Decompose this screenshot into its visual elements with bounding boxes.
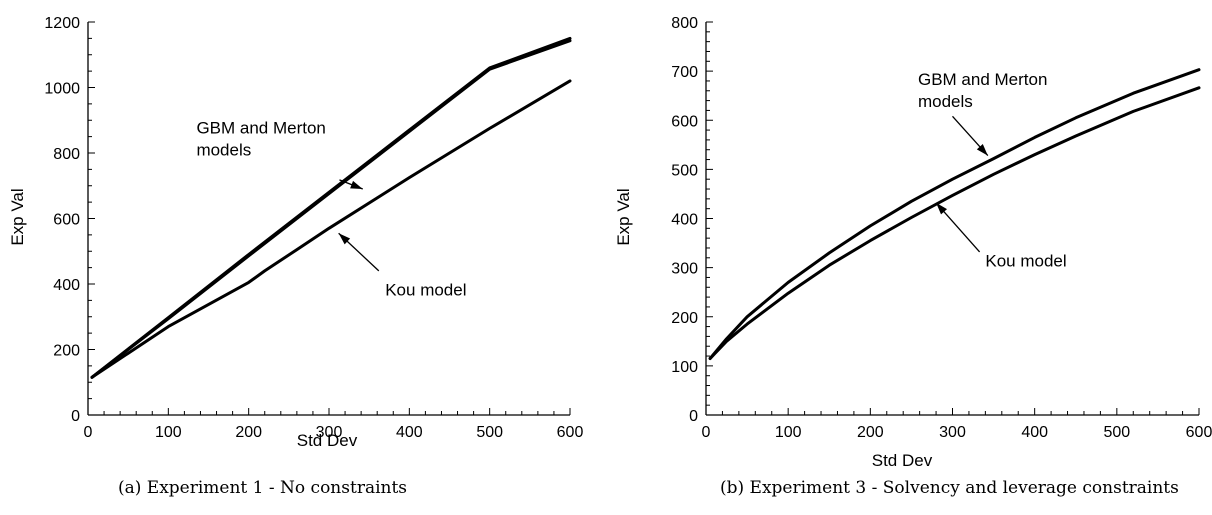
chart-b-x-tick-label: 200 [857,424,884,441]
chart-a-y-tick-label: 800 [53,146,80,163]
chart-a-xlabel: Std Dev [297,431,358,450]
chart-a-annotation-text: Kou model [385,280,466,299]
chart-a-y-tick-label: 400 [53,277,80,294]
chart-b-x-tick-label: 600 [1186,424,1212,441]
chart-b-annotation-text: GBM and Merton [918,70,1047,89]
chart-a-x-tick-label: 0 [84,424,93,441]
chart-b-x-tick-label: 0 [702,424,711,441]
chart-a-series-3-line [90,79,572,379]
chart-b-ylabel: Exp Val [614,188,633,245]
chart-b-x-tick-label: 100 [775,424,802,441]
chart-a-x-tick-label: 400 [396,424,423,441]
chart-b-annotation-arrowhead [936,202,948,215]
chart-b-y-tick-label: 800 [671,15,698,32]
chart-b-series-1-line [708,68,1201,360]
chart-a-x-tick-label: 300 [316,424,343,441]
chart-a-y-tick-label: 200 [53,343,80,360]
chart-b-marks: 0 100 200 300 400 500 600 0 100 200 300 400 500 600 70… [671,15,1212,441]
chart-a-series-1-line [90,36,572,379]
chart-a-series-2-line [90,39,572,379]
chart-b: 0 100 200 300 400 500 600 0 100 200 300 400 500 600 70… [614,15,1212,470]
chart-a-annotation-text: models [196,140,251,159]
chart-a: 0 100 200 300 400 500 600 0 200 400 600 800 1000 1200… [8,15,583,450]
chart-b-y-tick-label: 100 [671,359,698,376]
chart-a-y-tick-label: 0 [71,408,80,425]
chart-b-y-tick-label: 200 [671,310,698,327]
chart-a-marks: 0 100 200 300 400 500 600 0 200 400 600 800 1000 1200… [44,15,583,441]
caption-b: (b) Experiment 3 - Solvency and leverage… [720,478,1179,498]
chart-b-xlabel: Std Dev [872,451,933,470]
chart-a-y-tick-label: 1200 [44,15,80,32]
chart-a-annotation-arrowhead [338,233,351,245]
chart-b-y-tick-label: 700 [671,64,698,81]
chart-a-y-tick-label: 600 [53,212,80,229]
caption-a: (a) Experiment 1 - No constraints [118,478,408,498]
chart-b-y-tick-label: 400 [671,212,698,229]
chart-b-y-tick-label: 500 [671,162,698,179]
chart-b-series-2-line [708,86,1201,360]
chart-b-y-tick-label: 300 [671,261,698,278]
chart-a-ylabel: Exp Val [8,188,27,245]
chart-a-y-tick-label: 1000 [44,81,80,98]
chart-b-annotation-text: Kou model [985,252,1066,271]
chart-a-x-tick-label: 600 [557,424,584,441]
chart-b-y-tick-label: 600 [671,113,698,130]
chart-b-annotation-text: models [918,92,973,111]
chart-a-x-tick-label: 500 [476,424,503,441]
chart-b-annotation-arrowhead [976,144,988,156]
chart-a-annotation-arrowhead [350,180,363,190]
chart-b-x-tick-label: 500 [1103,424,1130,441]
chart-a-x-tick-label: 200 [235,424,262,441]
chart-b-y-tick-label: 0 [689,408,698,425]
chart-b-x-tick-label: 300 [939,424,966,441]
chart-b-x-tick-label: 400 [1021,424,1048,441]
chart-a-annotation-text: GBM and Merton [196,118,325,137]
chart-a-x-tick-label: 100 [155,424,182,441]
